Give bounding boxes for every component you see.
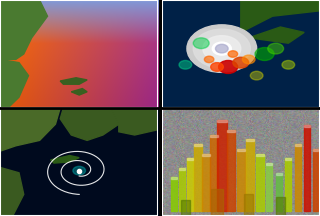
Polygon shape bbox=[111, 108, 158, 135]
Bar bbox=[276, 197, 285, 216]
Circle shape bbox=[242, 55, 255, 64]
Bar bbox=[246, 139, 254, 141]
Polygon shape bbox=[0, 59, 28, 108]
Bar bbox=[295, 144, 301, 146]
Bar bbox=[304, 125, 310, 211]
Bar bbox=[202, 154, 210, 156]
Circle shape bbox=[203, 36, 241, 62]
Polygon shape bbox=[0, 167, 24, 216]
Circle shape bbox=[219, 60, 238, 73]
Circle shape bbox=[193, 29, 250, 68]
Circle shape bbox=[255, 48, 274, 60]
Circle shape bbox=[282, 60, 295, 69]
Bar bbox=[187, 158, 193, 160]
Bar bbox=[266, 163, 273, 165]
Bar bbox=[202, 154, 210, 211]
Bar bbox=[187, 158, 193, 211]
Circle shape bbox=[228, 51, 238, 57]
Polygon shape bbox=[60, 108, 119, 140]
Bar bbox=[227, 130, 235, 132]
Bar bbox=[217, 120, 227, 211]
Bar bbox=[237, 149, 245, 211]
Circle shape bbox=[204, 56, 214, 63]
Polygon shape bbox=[51, 156, 79, 163]
Bar bbox=[212, 189, 223, 216]
Bar bbox=[285, 158, 292, 211]
Circle shape bbox=[212, 42, 231, 55]
Polygon shape bbox=[71, 89, 87, 95]
Bar bbox=[244, 194, 253, 216]
Circle shape bbox=[73, 166, 85, 175]
Circle shape bbox=[179, 60, 192, 69]
Bar bbox=[179, 168, 185, 170]
Bar bbox=[285, 158, 292, 160]
Bar bbox=[256, 154, 264, 211]
Polygon shape bbox=[60, 78, 87, 84]
Bar bbox=[237, 149, 245, 151]
Bar bbox=[227, 130, 235, 211]
Circle shape bbox=[187, 25, 257, 72]
Bar bbox=[194, 144, 202, 146]
Bar bbox=[180, 200, 190, 216]
Bar bbox=[313, 149, 318, 151]
Polygon shape bbox=[0, 108, 60, 151]
Bar bbox=[171, 177, 177, 211]
Circle shape bbox=[250, 71, 263, 80]
Bar bbox=[276, 173, 282, 175]
Bar bbox=[313, 149, 318, 211]
Bar bbox=[276, 173, 282, 211]
Circle shape bbox=[215, 44, 228, 53]
Polygon shape bbox=[249, 27, 304, 43]
Polygon shape bbox=[241, 0, 320, 32]
Bar bbox=[304, 125, 310, 127]
Bar bbox=[295, 144, 301, 211]
Bar bbox=[179, 168, 185, 211]
Bar bbox=[217, 120, 227, 122]
Circle shape bbox=[193, 38, 209, 49]
Bar bbox=[266, 163, 273, 211]
Bar bbox=[256, 154, 264, 156]
Circle shape bbox=[233, 57, 249, 68]
Bar bbox=[246, 139, 254, 211]
Bar bbox=[171, 177, 177, 179]
Bar bbox=[210, 135, 218, 211]
Circle shape bbox=[211, 63, 223, 71]
Circle shape bbox=[268, 43, 284, 54]
Polygon shape bbox=[0, 0, 48, 59]
Bar bbox=[194, 144, 202, 211]
Bar bbox=[210, 135, 218, 137]
